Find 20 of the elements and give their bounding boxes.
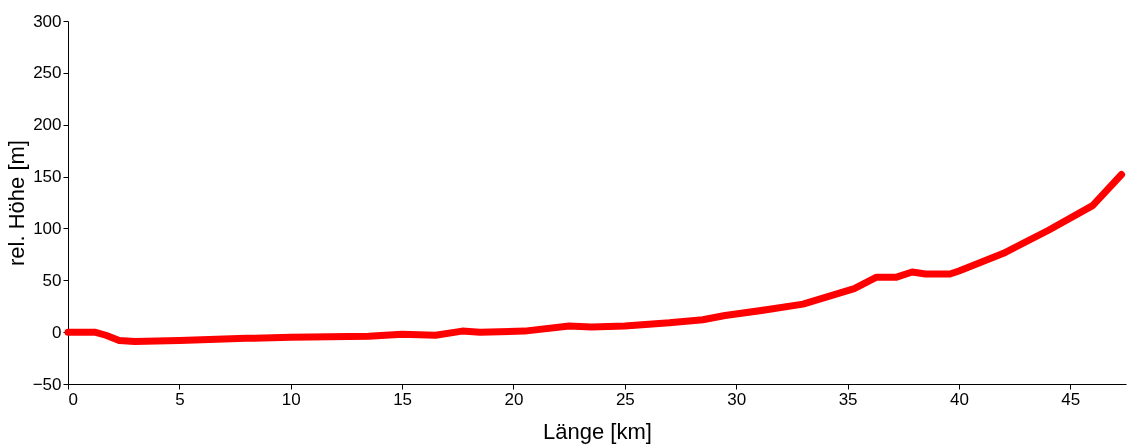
x-tick-label: 40 xyxy=(949,389,969,409)
y-tick-label: 250 xyxy=(33,63,62,83)
x-tick-label: 0 xyxy=(68,389,78,409)
y-tick-label: 300 xyxy=(33,11,62,31)
y-tick-label: 100 xyxy=(33,218,62,238)
x-tick-label: 45 xyxy=(1061,389,1081,409)
x-tick-label: 10 xyxy=(281,389,301,409)
x-tick-label: 5 xyxy=(175,389,185,409)
x-axis-title: Länge [km] xyxy=(543,418,652,444)
x-tick-label: 25 xyxy=(615,389,635,409)
x-tick-label: 35 xyxy=(838,389,858,409)
x-tick-label: 15 xyxy=(393,389,413,409)
y-tick-label: 200 xyxy=(33,115,62,135)
x-tick-label: 30 xyxy=(727,389,747,409)
y-axis-title: rel. Höhe [m] xyxy=(3,140,29,266)
y-tick-label: 150 xyxy=(33,167,62,187)
x-tick-label: 20 xyxy=(504,389,524,409)
y-tick-label: 50 xyxy=(42,270,62,290)
y-tick-label: 0 xyxy=(52,322,62,342)
y-tick-label: −50 xyxy=(32,374,62,394)
